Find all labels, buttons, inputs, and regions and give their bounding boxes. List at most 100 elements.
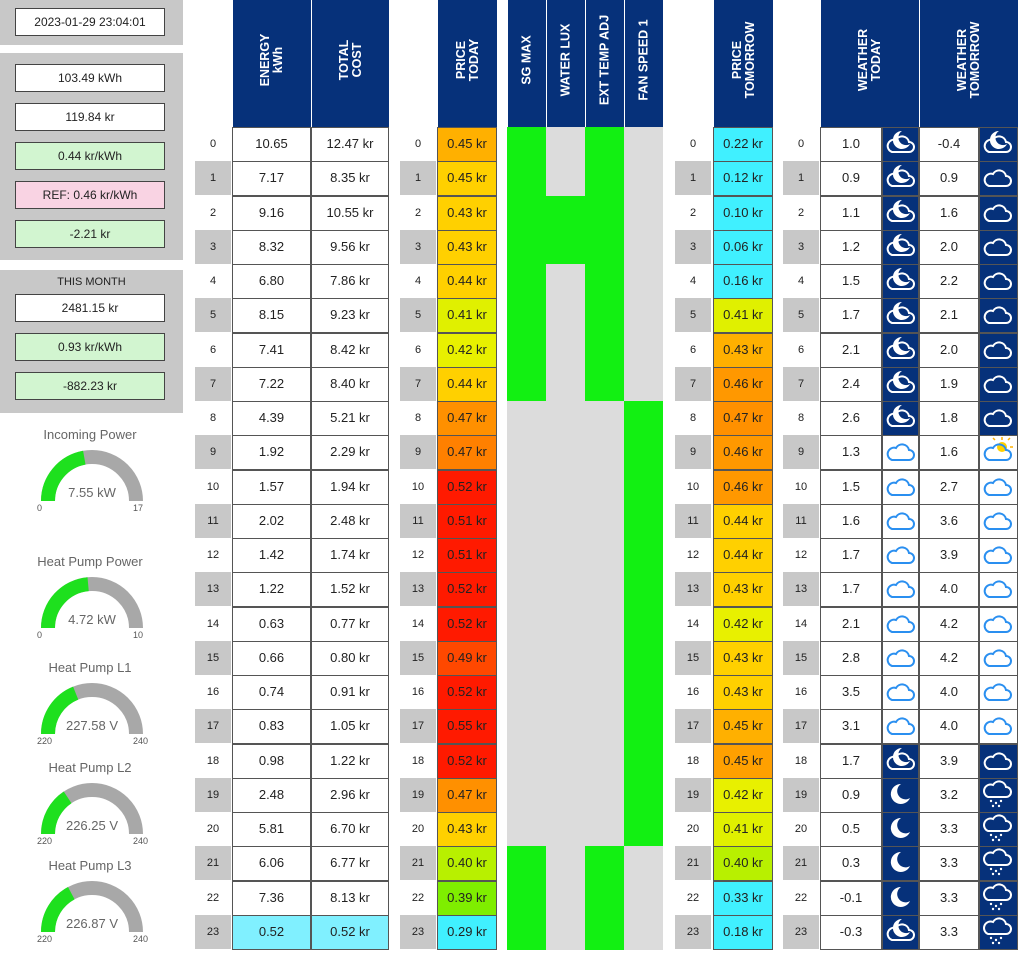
weather-today-temp: 1.7 <box>820 538 882 573</box>
weather-today-temp: 1.7 <box>820 298 882 334</box>
sun-cloud-icon <box>979 435 1018 471</box>
price-tomorrow-cell: 0.47 kr <box>713 401 773 436</box>
hour-index: 0 <box>400 127 436 161</box>
ext-temp-adj-slot <box>585 503 624 539</box>
moon-cloud-icon <box>882 161 919 197</box>
fan-speed-slot <box>624 161 663 197</box>
hour-index: 2 <box>675 195 711 230</box>
weather-today-temp: 2.1 <box>820 332 882 368</box>
sg-max-slot <box>507 195 546 231</box>
sg-max-slot <box>507 640 546 676</box>
water-lux-slot <box>546 880 585 916</box>
fan-speed-slot <box>624 195 663 231</box>
rain-cloud-icon <box>979 846 1018 882</box>
header-price-today: PRICE TODAY <box>437 0 497 127</box>
fan-speed-slot <box>624 812 663 847</box>
cloud-icon <box>979 640 1018 676</box>
cloud-icon <box>882 675 919 710</box>
gauge-2: Heat Pump L1 227.58 V 220 240 <box>15 660 165 750</box>
price-today-cell: 0.43 kr <box>437 812 497 847</box>
price-today-cell: 0.44 kr <box>437 264 497 299</box>
hour-index: 15 <box>195 640 231 675</box>
ext-temp-adj-slot <box>585 298 624 334</box>
hour-index: 0 <box>783 127 819 161</box>
energy-cell: 4.39 <box>232 401 311 436</box>
weather-tomorrow-temp: 1.6 <box>919 435 979 471</box>
datetime-display: 2023-01-29 23:04:01 <box>15 8 165 36</box>
hour-index: 0 <box>675 127 711 161</box>
hour-index: 23 <box>783 914 819 949</box>
moon-cloud-icon <box>882 195 919 231</box>
total-cost-cell: 0.80 kr <box>311 640 389 676</box>
ext-temp-adj-slot <box>585 572 624 608</box>
moon-cloud-icon <box>882 401 919 436</box>
hour-index: 18 <box>195 743 231 778</box>
gauge-fill <box>41 686 79 735</box>
weather-today-temp: -0.3 <box>820 914 882 950</box>
price-tomorrow-cell: 0.46 kr <box>713 435 773 471</box>
total-cost-cell: 9.56 kr <box>311 229 389 265</box>
weather-tomorrow-temp: 3.3 <box>919 812 979 847</box>
water-lux-slot <box>546 914 585 950</box>
energy-cell: 7.41 <box>232 332 311 368</box>
ext-temp-adj-slot <box>585 709 624 745</box>
month-summary-panel: THIS MONTH 2481.15 kr 0.93 kr/kWh -882.2… <box>0 270 183 413</box>
weather-today-temp: 2.8 <box>820 640 882 676</box>
price-tomorrow-cell: 0.43 kr <box>713 332 773 368</box>
weather-today-temp: 1.5 <box>820 469 882 505</box>
gauge-min: 220 <box>37 836 53 846</box>
ext-temp-adj-slot <box>585 812 624 847</box>
cloud-icon <box>882 469 919 505</box>
weather-tomorrow-temp: 3.6 <box>919 503 979 539</box>
cloud-icon <box>882 538 919 573</box>
hour-index: 13 <box>783 572 819 607</box>
weather-today-temp: -0.1 <box>820 880 882 916</box>
hour-index: 6 <box>400 332 436 367</box>
energy-cell: 6.80 <box>232 264 311 299</box>
hour-index: 13 <box>400 572 436 607</box>
hour-index: 13 <box>675 572 711 607</box>
energy-cell: 1.22 <box>232 572 311 608</box>
energy-cell: 7.36 <box>232 880 311 916</box>
hour-index: 15 <box>783 640 819 675</box>
water-lux-slot <box>546 846 585 882</box>
price-tomorrow-cell: 0.42 kr <box>713 777 773 813</box>
gauge-min: 0 <box>37 630 43 640</box>
sg-max-slot <box>507 709 546 745</box>
hour-index: 19 <box>783 777 819 812</box>
weather-tomorrow-temp: 2.0 <box>919 229 979 265</box>
moon-icon <box>882 846 919 882</box>
cloud-icon <box>979 709 1018 745</box>
cloud-icon <box>882 709 919 745</box>
cloud-icon <box>979 161 1018 197</box>
hour-index: 7 <box>675 366 711 401</box>
fan-speed-slot <box>624 743 663 779</box>
sg-max-slot <box>507 469 546 505</box>
weather-today-temp: 0.5 <box>820 812 882 847</box>
sg-max-slot <box>507 572 546 608</box>
cloud-icon <box>979 298 1018 334</box>
price-today-cell: 0.51 kr <box>437 503 497 539</box>
water-lux-slot <box>546 640 585 676</box>
fan-speed-slot <box>624 435 663 471</box>
weather-today-temp: 0.3 <box>820 846 882 882</box>
water-lux-slot <box>546 332 585 368</box>
sg-max-slot <box>507 229 546 265</box>
moon-cloud-icon <box>979 127 1018 162</box>
weather-tomorrow-temp: 1.6 <box>919 195 979 231</box>
weather-tomorrow-temp: 2.7 <box>919 469 979 505</box>
total-cost-cell: 0.77 kr <box>311 606 389 642</box>
weather-today-temp: 0.9 <box>820 161 882 197</box>
gauge-0: Incoming Power 7.55 kW 0 17 <box>15 427 165 517</box>
moon-icon <box>882 812 919 847</box>
weather-tomorrow-temp: 3.3 <box>919 846 979 882</box>
hour-index: 6 <box>783 332 819 367</box>
ext-temp-adj-slot <box>585 846 624 882</box>
gauge-value: 226.25 V <box>65 818 119 833</box>
weather-tomorrow-temp: 4.0 <box>919 572 979 608</box>
moon-icon <box>882 777 919 813</box>
moon-cloud-icon <box>882 229 919 265</box>
price-tomorrow-cell: 0.42 kr <box>713 606 773 642</box>
sg-max-slot <box>507 777 546 813</box>
fan-speed-slot <box>624 675 663 710</box>
